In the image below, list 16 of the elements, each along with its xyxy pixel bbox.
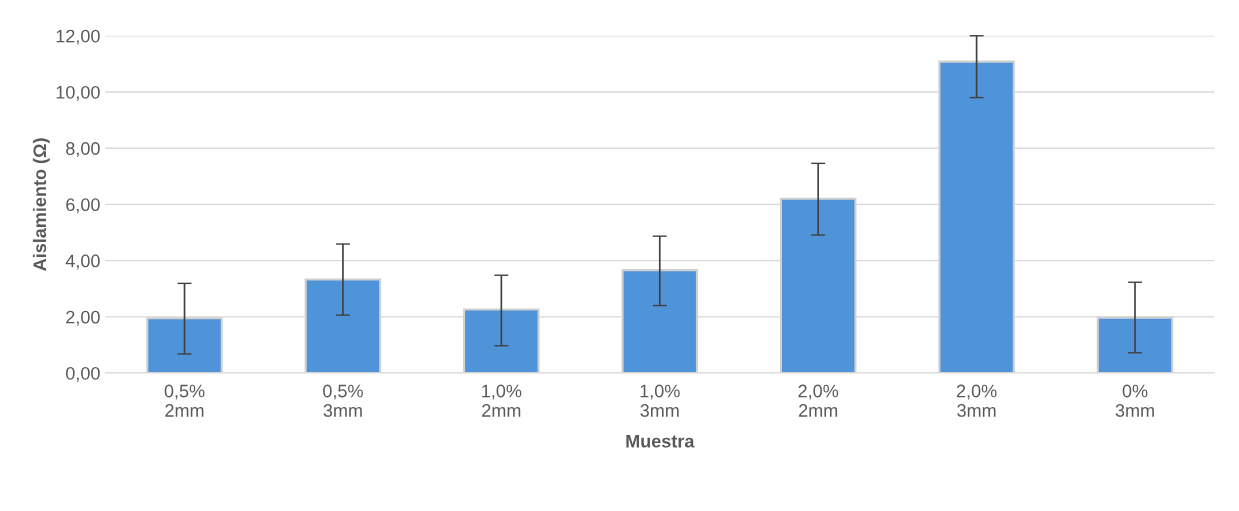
y-tick-label: 8,00 [66, 142, 100, 158]
y-axis-title: Aislamiento (Ω) [32, 138, 50, 271]
y-tick-label: 4,00 [65, 254, 100, 270]
x-tick-label: 2,0% 2mm [798, 384, 839, 417]
y-tick-label: 12,00 [56, 29, 100, 45]
y-tick-label: 10,00 [56, 85, 100, 101]
x-tick-label: 0% 3mm [1115, 384, 1154, 417]
x-tick-label: 0,5% 2mm [164, 384, 205, 417]
y-tick-label: 2,00 [66, 310, 100, 326]
x-tick-label: 2,0% 3mm [956, 384, 997, 417]
x-tick-label: 0,5% 3mm [323, 384, 363, 417]
y-tick-label: 0,00 [66, 366, 100, 382]
x-tick-label: 1,0% 2mm [482, 384, 522, 417]
x-tick-label: 1,0% 3mm [640, 384, 680, 417]
y-tick-label: 6,00 [66, 198, 100, 214]
x-axis-title: Muestra [626, 434, 695, 448]
